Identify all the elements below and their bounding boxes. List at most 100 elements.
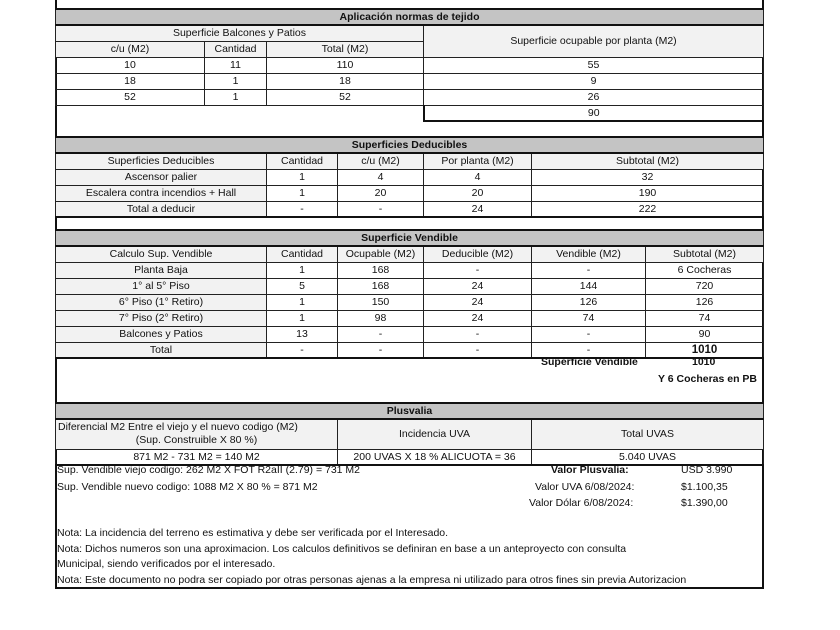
table-cell: 6° Piso (1° Retiro) xyxy=(55,293,267,311)
table-cell: Ascensor palier xyxy=(55,168,267,186)
table-cell: Total a deducir xyxy=(55,200,267,218)
table-cell: 126 xyxy=(645,293,764,311)
tejido-table: Aplicación normas de tejido Superficie B… xyxy=(55,8,764,122)
table-cell: 90 xyxy=(645,325,764,343)
note-line: Municipal, siendo verificados por el int… xyxy=(57,558,276,570)
section-title: Superficies Deducibles xyxy=(55,136,764,154)
table-row: Escalera contra incendios + Hall 1 20 20 190 xyxy=(55,184,764,202)
column-header: Cantidad xyxy=(266,152,338,170)
diferencial-subheader: (Sup. Construible X 80 %) xyxy=(135,434,258,447)
column-header: Subtotal (M2) xyxy=(645,245,764,263)
table-row: 1° al 5° Piso 5 168 24 144 720 xyxy=(55,277,764,295)
table-cell: 720 xyxy=(645,277,764,295)
table-cell: 1 xyxy=(204,72,267,90)
column-header: Subtotal (M2) xyxy=(531,152,764,170)
note-line: Nota: Este documento no podra ser copiad… xyxy=(57,574,687,586)
table-cell: 26 xyxy=(423,88,764,106)
header-row: Calculo Sup. Vendible Cantidad Ocupable (M… xyxy=(55,245,764,263)
table-row: 6° Piso (1° Retiro) 1 150 24 126 126 xyxy=(55,293,764,311)
column-header: Calculo Sup. Vendible xyxy=(55,245,267,263)
column-header: Cantidad xyxy=(204,40,267,58)
table-cell: 55 xyxy=(423,56,764,74)
nuevo-codigo-line: Sup. Vendible nuevo codigo: 1088 M2 X 80… xyxy=(57,481,318,493)
table-cell: 20 xyxy=(423,184,532,202)
table-cell: 1 xyxy=(266,168,338,186)
table-cell: 18 xyxy=(266,72,424,90)
valor-uva-label: Valor UVA 6/08/2024: xyxy=(535,481,635,493)
table-cell: 168 xyxy=(337,261,424,279)
table-cell: 52 xyxy=(266,88,424,106)
column-header: Por planta (M2) xyxy=(423,152,532,170)
column-header: Total (M2) xyxy=(266,40,424,58)
table-row: Planta Baja 1 168- -6 Cocheras xyxy=(55,261,764,279)
table-cell: 6 Cocheras xyxy=(645,261,764,279)
table-cell: 5 xyxy=(266,277,338,295)
total-uvas-value: 5.040 UVAS xyxy=(531,448,764,466)
table-row: Ascensor palier 1 4 4 32 xyxy=(55,168,764,186)
header-row: Superficies Deducibles Cantidad c/u (M2) Po… xyxy=(55,152,764,170)
table-cell: 126 xyxy=(531,293,646,311)
diferencial-header: Diferencial M2 Entre el viejo y el nuevo… xyxy=(58,421,298,434)
deducibles-section: Superficies Deducibles Superficies Deduc… xyxy=(55,136,764,218)
section-title: Aplicación normas de tejido xyxy=(55,8,764,26)
column-header: Cantidad xyxy=(266,245,338,263)
table-row: 18 1 18 9 xyxy=(55,72,764,90)
table-cell: 144 xyxy=(531,277,646,295)
table-cell: - xyxy=(423,325,532,343)
table-cell: 9 xyxy=(423,72,764,90)
table-cell: 32 xyxy=(531,168,764,186)
vendible-section: Superficie Vendible Calculo Sup. Vendibl… xyxy=(55,229,764,359)
superficie-vendible-value: 1010 xyxy=(692,356,716,368)
table-cell: 1 xyxy=(266,309,338,327)
section-title: Plusvalia xyxy=(55,402,764,420)
table-cell: 24 xyxy=(423,293,532,311)
vendible-table: Superficie Vendible Calculo Sup. Vendibl… xyxy=(55,229,764,359)
ocupable-header: Superficie ocupable por planta (M2) xyxy=(423,24,764,58)
column-header: Deducible (M2) xyxy=(423,245,532,263)
table-cell: 18 xyxy=(55,72,205,90)
deducibles-table: Superficies Deducibles Superficies Deduc… xyxy=(55,136,764,218)
section-title: Superficie Vendible xyxy=(55,229,764,247)
valor-uva-value: $1.100,35 xyxy=(681,481,728,493)
table-cell: Planta Baja xyxy=(55,261,267,279)
table-cell: 10 xyxy=(55,56,205,74)
table-cell: - xyxy=(266,341,338,359)
table-row: Total - - - -1010 xyxy=(55,341,764,359)
table-cell: 7° Piso (2° Retiro) xyxy=(55,309,267,327)
table-cell: - xyxy=(531,341,646,359)
table-cell: 11 xyxy=(204,56,267,74)
table-cell: 222 xyxy=(531,200,764,218)
table-cell: 4 xyxy=(337,168,424,186)
table-cell: Escalera contra incendios + Hall xyxy=(55,184,267,202)
tejido-section: Aplicación normas de tejido Superficie B… xyxy=(55,8,764,122)
table-cell: 1 xyxy=(266,184,338,202)
table-row: Balcones y Patios 13- - -90 xyxy=(55,325,764,343)
total-uvas-header: Total UVAS xyxy=(531,418,764,450)
table-row: 52 1 52 26 xyxy=(55,88,764,106)
table-cell: 52 xyxy=(55,88,205,106)
table-cell: Balcones y Patios xyxy=(55,325,267,343)
incidencia-value: 200 UVAS X 18 % ALICUOTA = 36 xyxy=(337,448,532,466)
table-cell: Total xyxy=(55,341,267,359)
table-cell: 1° al 5° Piso xyxy=(55,277,267,295)
table-cell: 98 xyxy=(337,309,424,327)
column-header: Vendible (M2) xyxy=(531,245,646,263)
table-row: 10 11 110 55 xyxy=(55,56,764,74)
table-cell: - xyxy=(337,200,424,218)
table-cell: - xyxy=(531,325,646,343)
table-row: Total a deducir - -24 222 xyxy=(55,200,764,218)
table-cell: 24 xyxy=(423,200,532,218)
column-header: Ocupable (M2) xyxy=(337,245,424,263)
ocupable-total: 90 xyxy=(422,104,764,122)
column-header: c/u (M2) xyxy=(55,40,205,58)
table-cell: 13 xyxy=(266,325,338,343)
table-cell: 1 xyxy=(266,293,338,311)
table-cell: - xyxy=(337,325,424,343)
table-cell: 74 xyxy=(645,309,764,327)
table-cell: - xyxy=(423,261,532,279)
valor-plusvalia-label: Valor Plusvalia: xyxy=(551,464,629,476)
table-cell: 24 xyxy=(423,309,532,327)
viejo-codigo-line: Sup. Vendible viejo codigo: 262 M2 X FOT… xyxy=(57,464,361,476)
diferencial-value: 871 M2 - 731 M2 = 140 M2 xyxy=(55,448,338,466)
cocheras-note: Y 6 Cocheras en PB xyxy=(658,373,758,385)
